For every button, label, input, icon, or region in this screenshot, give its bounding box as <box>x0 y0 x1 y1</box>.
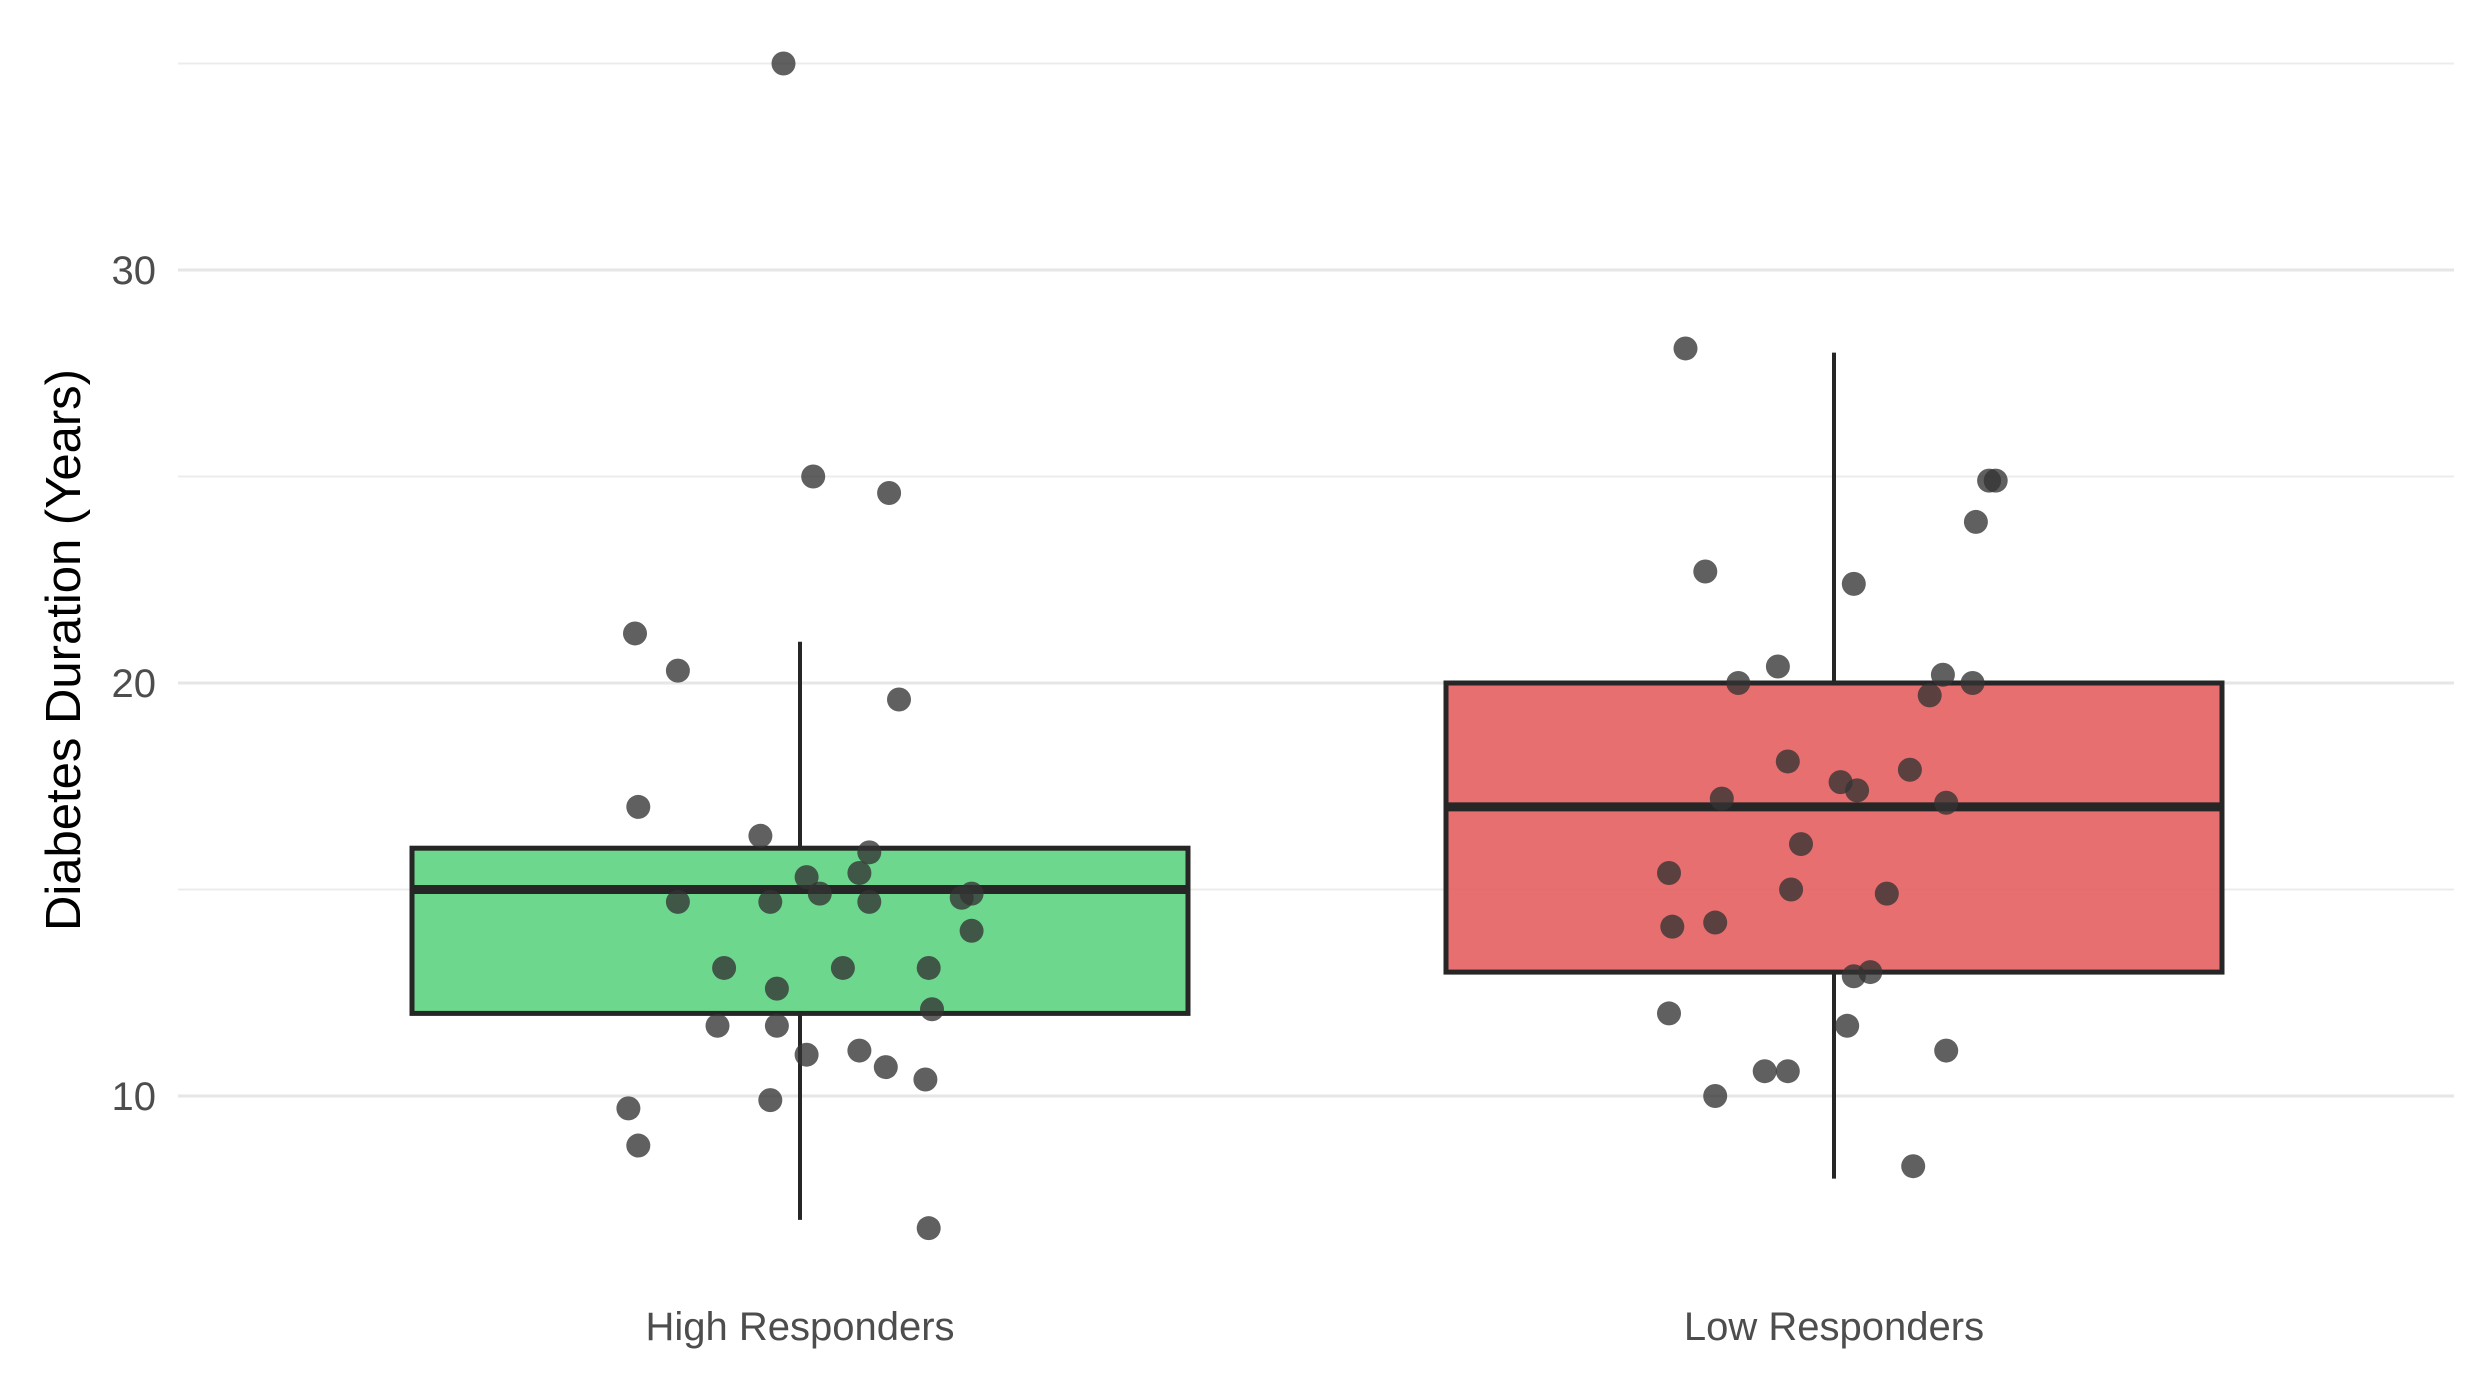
y-axis-ticks: 10 20 30 <box>112 249 157 1119</box>
data-point <box>887 687 911 712</box>
data-point <box>623 621 647 646</box>
x-axis-categories: High Responders Low Responders <box>645 1305 1984 1349</box>
data-point <box>748 823 773 848</box>
data-point <box>873 1055 898 1080</box>
data-point <box>705 1013 730 1038</box>
data-point <box>1845 778 1870 803</box>
x-category-label: High Responders <box>645 1305 954 1349</box>
data-point <box>1841 964 1866 989</box>
data-point <box>1673 336 1698 361</box>
data-point <box>959 918 984 943</box>
data-point <box>758 889 783 914</box>
y-tick-label: 10 <box>112 1075 157 1119</box>
data-point <box>771 51 796 76</box>
data-point <box>1901 1154 1926 1179</box>
data-point <box>665 658 690 683</box>
data-point <box>764 976 789 1001</box>
boxes <box>409 352 2225 1220</box>
data-point <box>920 997 944 1022</box>
data-point <box>801 464 826 489</box>
data-point <box>847 860 872 885</box>
data-point <box>1934 790 1959 815</box>
data-point <box>1693 559 1718 584</box>
jitter-points <box>616 51 2008 1241</box>
data-point <box>1963 509 1988 534</box>
data-point <box>949 885 974 910</box>
data-point <box>1934 1038 1959 1063</box>
data-point <box>1983 468 2008 493</box>
data-point <box>1841 571 1866 596</box>
gridlines <box>178 62 2454 1098</box>
data-point <box>665 889 690 914</box>
data-point <box>794 865 819 890</box>
data-point <box>857 840 882 865</box>
box-iqr <box>1443 680 2225 975</box>
y-axis-title: Diabetes Duration (Years) <box>37 369 91 931</box>
y-tick-label: 30 <box>112 249 157 293</box>
x-category-label: Low Responders <box>1684 1305 1984 1349</box>
data-point <box>1703 1084 1728 1108</box>
data-point <box>758 1088 783 1113</box>
data-point <box>1775 749 1800 774</box>
data-point <box>1657 1001 1681 1026</box>
data-point <box>1765 654 1790 679</box>
data-point <box>1660 914 1685 939</box>
data-point <box>1779 877 1804 902</box>
data-point <box>807 881 832 906</box>
data-point <box>626 1133 651 1158</box>
data-point <box>857 889 882 914</box>
data-point <box>794 1042 819 1067</box>
data-point <box>913 1067 938 1092</box>
data-point <box>847 1038 872 1063</box>
data-point <box>1930 662 1955 687</box>
data-point <box>1789 832 1813 857</box>
y-tick-label: 20 <box>112 662 157 706</box>
data-point <box>764 1013 789 1038</box>
data-point <box>916 955 941 980</box>
data-point <box>1726 671 1751 695</box>
data-point <box>626 794 651 819</box>
data-point <box>1775 1059 1800 1084</box>
data-point <box>916 1216 941 1241</box>
data-point <box>1709 786 1734 811</box>
data-point <box>1897 757 1922 782</box>
data-point <box>712 955 737 980</box>
data-point <box>1657 860 1681 885</box>
data-point <box>877 481 902 506</box>
data-point <box>1917 683 1942 708</box>
data-point <box>616 1096 641 1121</box>
data-point <box>1752 1059 1777 1084</box>
data-point <box>1835 1013 1860 1038</box>
data-point <box>830 955 855 980</box>
data-point <box>1960 671 1985 695</box>
data-point <box>1703 910 1728 935</box>
data-point <box>1874 881 1899 906</box>
